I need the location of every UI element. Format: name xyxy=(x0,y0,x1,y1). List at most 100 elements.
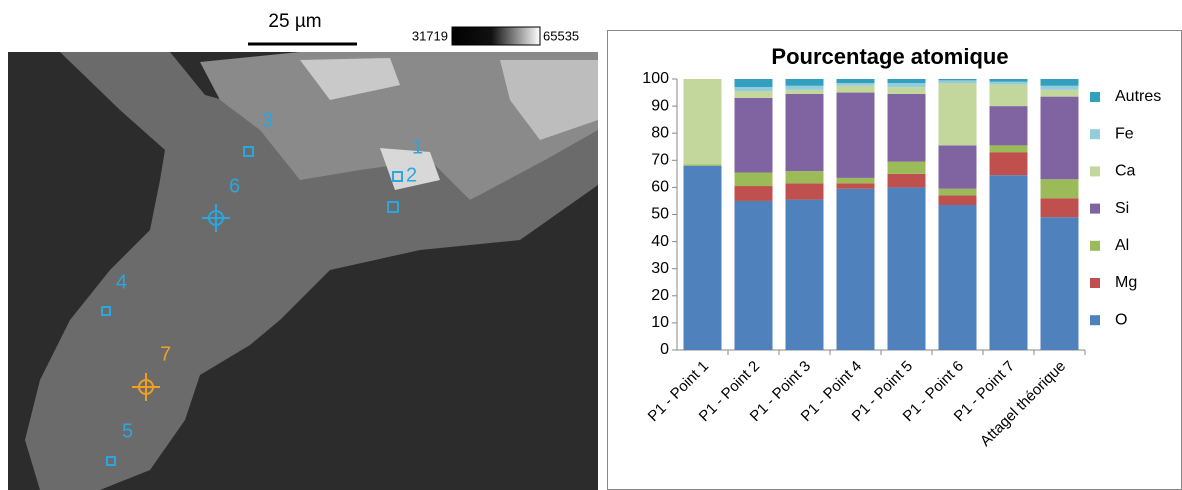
point-marker xyxy=(243,146,254,157)
bar-segment xyxy=(836,177,875,184)
bar-segment xyxy=(938,83,977,146)
y-tick-label: 40 xyxy=(651,233,669,250)
bar-segment xyxy=(734,200,773,350)
y-tick-label: 20 xyxy=(651,287,669,304)
bar-segment xyxy=(938,205,977,350)
gray-min: 31719 xyxy=(412,28,448,43)
bar-segment xyxy=(887,79,926,84)
bar-segment xyxy=(989,79,1028,82)
bar-segment xyxy=(938,79,977,81)
point-label: 4 xyxy=(116,271,127,293)
bar-segment xyxy=(683,165,722,350)
bar-segment xyxy=(1040,89,1079,97)
bar-segment xyxy=(938,195,977,206)
legend-label: Mg xyxy=(1115,274,1137,291)
y-tick-label: 70 xyxy=(651,152,669,169)
point-marker xyxy=(101,306,111,316)
bar-segment xyxy=(887,87,926,94)
crosshair xyxy=(132,373,160,401)
point-label: 3 xyxy=(262,109,273,131)
legend-swatch xyxy=(1090,240,1100,251)
bar-segment xyxy=(1040,198,1079,218)
point-label: 5 xyxy=(122,420,133,442)
point-label: 6 xyxy=(229,175,240,197)
bar-segment xyxy=(938,145,977,189)
bar-segment xyxy=(1040,85,1079,90)
legend-label: Si xyxy=(1115,200,1129,217)
bar-segment xyxy=(785,183,824,200)
bar-segment xyxy=(989,81,1028,85)
bar-segment xyxy=(989,175,1028,350)
legend-label: O xyxy=(1115,311,1127,328)
bar-segment xyxy=(938,80,977,84)
point-label: 2 xyxy=(406,164,417,186)
bar-segment xyxy=(989,145,1028,153)
legend-swatch xyxy=(1090,166,1100,177)
legend-label: Ca xyxy=(1115,163,1136,180)
bar-segment xyxy=(734,186,773,201)
bar-segment xyxy=(887,161,926,174)
bar-segment xyxy=(887,83,926,88)
bar-segment xyxy=(836,92,875,178)
legend-label: Al xyxy=(1115,237,1129,254)
bar-segment xyxy=(938,188,977,196)
bar-segment xyxy=(734,172,773,187)
bar-segment xyxy=(1040,179,1079,199)
legend-swatch xyxy=(1090,278,1100,288)
bright-region xyxy=(200,52,598,200)
bar-segment xyxy=(836,79,875,84)
bar-segment xyxy=(989,84,1028,107)
bar-segment xyxy=(836,188,875,350)
bar-segment xyxy=(1040,217,1079,350)
legend-swatch xyxy=(1090,92,1100,102)
bar-segment xyxy=(989,152,1028,176)
y-tick-label: 80 xyxy=(651,124,669,141)
bar-segment xyxy=(887,187,926,350)
sem-image: 25 µm 31719 65535 1 2 3 4 5 6 7 xyxy=(8,11,598,490)
scale-label: 25 µm xyxy=(268,11,321,32)
bar-segment xyxy=(734,79,773,88)
legend-label: Autres xyxy=(1115,88,1161,105)
bright-grain xyxy=(380,148,440,190)
y-tick-label: 60 xyxy=(651,179,669,196)
y-tick-label: 100 xyxy=(642,70,669,87)
bar-segment xyxy=(1040,96,1079,180)
bar-segment xyxy=(887,173,926,188)
bar-segment xyxy=(683,164,722,166)
bar-segment xyxy=(785,79,824,86)
bar-segment xyxy=(734,91,773,98)
bar-segment xyxy=(785,89,824,94)
gray-bar xyxy=(451,26,541,46)
bar-segment xyxy=(785,93,824,172)
bar-segment xyxy=(836,83,875,86)
y-tick-label: 0 xyxy=(660,341,669,358)
bar-segment xyxy=(836,183,875,189)
legend-swatch xyxy=(1090,203,1100,214)
point-marker xyxy=(387,201,399,213)
point-label: 1 xyxy=(412,136,423,158)
y-tick-label: 90 xyxy=(651,97,669,114)
chart-title: Pourcentage atomique xyxy=(771,44,1008,69)
point-marker xyxy=(392,171,403,182)
bar-segment xyxy=(683,79,722,165)
bright-grain xyxy=(500,60,598,140)
legend-label: Fe xyxy=(1115,125,1134,142)
sample-region xyxy=(25,52,598,490)
crosshair xyxy=(202,204,230,232)
legend-swatch xyxy=(1090,129,1100,140)
y-tick-label: 50 xyxy=(651,206,669,223)
bar-segment xyxy=(989,106,1028,146)
bar-segment xyxy=(836,85,875,93)
bar-segment xyxy=(887,93,926,162)
y-tick-label: 30 xyxy=(651,260,669,277)
bright-grain xyxy=(300,58,400,100)
bar-segment xyxy=(785,199,824,350)
bar-segment xyxy=(1040,79,1079,86)
point-label: 7 xyxy=(160,343,171,365)
bar-segment xyxy=(734,97,773,173)
point-marker xyxy=(106,456,116,466)
gray-max: 65535 xyxy=(543,28,579,43)
bar-segment xyxy=(734,87,773,92)
bar-segment xyxy=(785,85,824,90)
legend-swatch xyxy=(1090,315,1100,326)
